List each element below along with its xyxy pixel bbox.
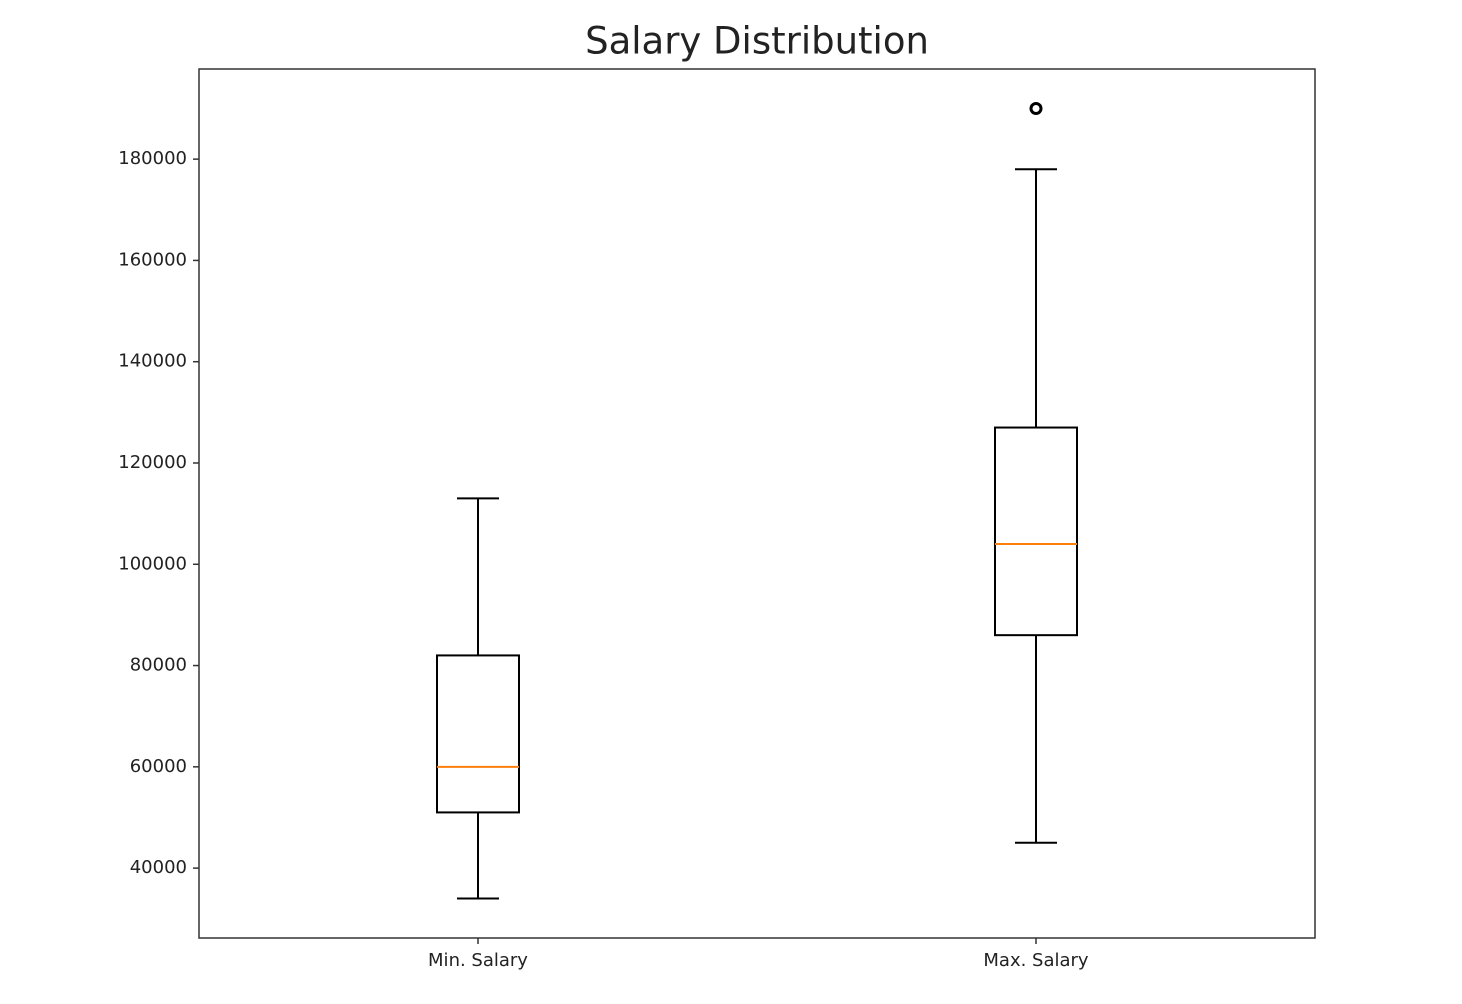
- y-tick-label: 40000: [130, 857, 187, 878]
- plot-frame: [198, 68, 1316, 939]
- y-tick-label: 120000: [118, 452, 187, 473]
- y-tick-label: 180000: [118, 148, 187, 169]
- y-tick-label: 160000: [118, 249, 187, 270]
- y-tick-label: 60000: [130, 756, 187, 777]
- box: [994, 426, 1078, 637]
- outlier: [1029, 102, 1043, 115]
- chart-title: Salary Distribution: [585, 20, 929, 63]
- box: [436, 654, 520, 814]
- x-tick-label: Max. Salary: [983, 950, 1089, 971]
- y-tick-label: 140000: [118, 351, 187, 372]
- y-tick-label: 100000: [118, 553, 187, 574]
- y-tick-label: 80000: [130, 655, 187, 676]
- x-tick-label: Min. Salary: [428, 950, 528, 971]
